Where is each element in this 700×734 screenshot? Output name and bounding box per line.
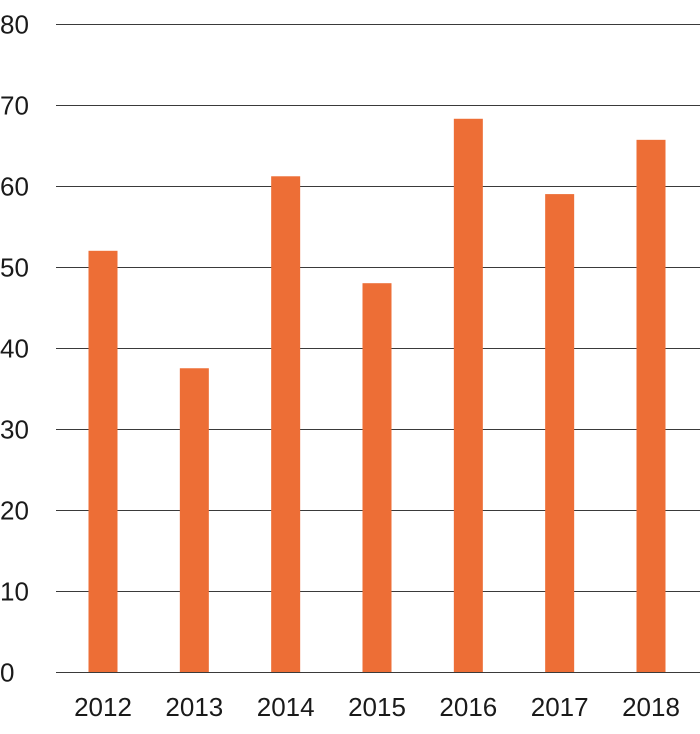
y-tick-label: 40	[0, 334, 29, 364]
x-tick-label: 2017	[531, 692, 589, 722]
x-tick-label: 2018	[622, 692, 680, 722]
y-tick-label: 30	[0, 415, 29, 445]
x-tick-label: 2012	[74, 692, 132, 722]
y-tick-label: 60	[0, 172, 29, 202]
y-tick-label: 0	[0, 658, 14, 688]
x-tick-label: 2015	[348, 692, 406, 722]
x-axis-tick-labels: 2012 2013 2014 2015 2016 2017 2018	[74, 692, 680, 722]
bar-2014	[271, 176, 301, 672]
bar-2012	[88, 250, 118, 673]
bar-2015	[362, 283, 392, 672]
y-tick-label: 70	[0, 91, 29, 121]
y-tick-label: 20	[0, 496, 29, 526]
bars	[88, 118, 666, 673]
y-tick-label: 10	[0, 577, 29, 607]
bar-2018	[636, 139, 666, 672]
x-tick-label: 2014	[257, 692, 315, 722]
bar-2016	[453, 118, 483, 672]
x-tick-label: 2016	[439, 692, 497, 722]
y-tick-label: 50	[0, 253, 29, 283]
bar-2013	[179, 368, 209, 672]
y-axis-tick-labels: 0 10 20 30 40 50 60 70 80	[0, 10, 29, 688]
bar-2017	[545, 194, 575, 672]
y-tick-label: 80	[0, 10, 29, 40]
x-tick-label: 2013	[165, 692, 223, 722]
